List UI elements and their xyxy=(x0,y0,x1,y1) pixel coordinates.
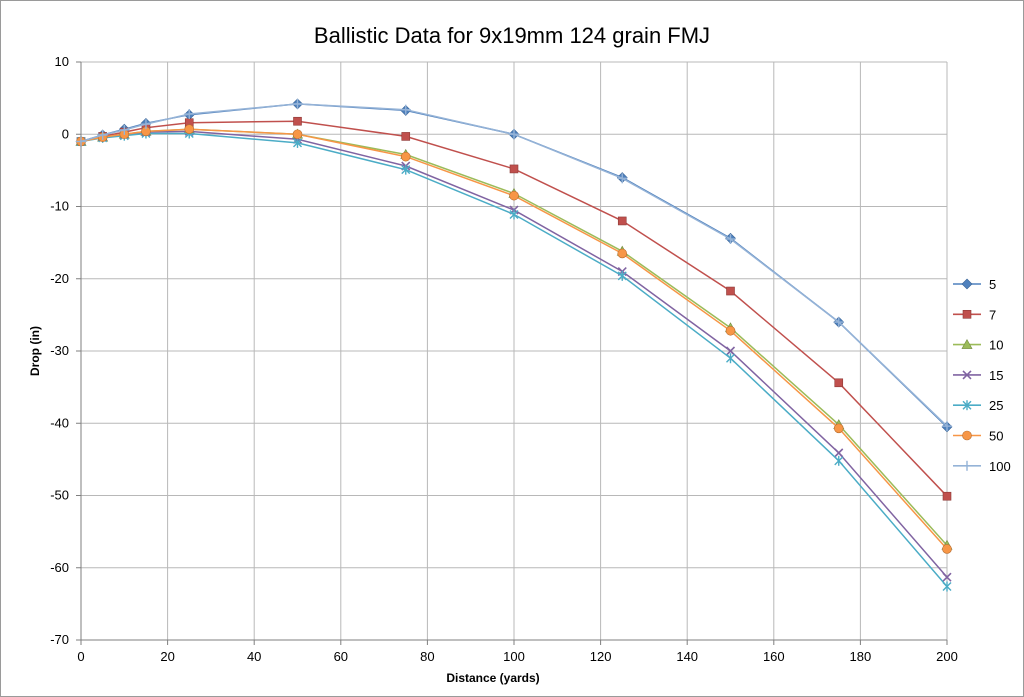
x-axis-label: Distance (yards) xyxy=(446,671,539,685)
x-tick-label: 100 xyxy=(503,649,525,664)
x-tick-label: 140 xyxy=(676,649,698,664)
x-tick-label: 180 xyxy=(850,649,872,664)
legend-item-10: 10 xyxy=(953,338,1003,353)
x-tick-label: 0 xyxy=(77,649,84,664)
data-point-25 xyxy=(942,581,952,592)
data-point-50 xyxy=(400,151,411,162)
data-point-15 xyxy=(942,572,952,582)
data-point-7 xyxy=(834,378,844,388)
data-point-50 xyxy=(509,190,519,201)
legend-label: 7 xyxy=(989,307,996,322)
tick-labels: 100-10-20-30-40-50-60-700 20 40 60 80 100 120 1… xyxy=(50,54,958,664)
data-point-100 xyxy=(833,317,844,328)
legend-label: 100 xyxy=(989,459,1011,474)
data-point-25 xyxy=(834,455,844,466)
data-point-100 xyxy=(97,129,108,140)
y-tick-label: -60 xyxy=(50,560,69,575)
data-point-100 xyxy=(617,173,628,184)
data-point-7 xyxy=(942,491,952,501)
data-point-50 xyxy=(617,248,628,259)
data-point-25 xyxy=(509,209,519,220)
x-tick-label: 200 xyxy=(936,649,958,664)
legend-marker-7 xyxy=(962,309,972,319)
data-point-15 xyxy=(725,346,736,356)
legend-marker-10 xyxy=(961,338,973,349)
data-point-25 xyxy=(617,270,627,281)
data-point-100 xyxy=(140,119,151,130)
x-tick-label: 60 xyxy=(334,649,348,664)
data-point-100 xyxy=(400,104,411,115)
data-point-100 xyxy=(725,234,736,245)
data-point-7 xyxy=(509,164,519,174)
data-point-25 xyxy=(401,164,411,175)
chart-title: Ballistic Data for 9x19mm 124 grain FMJ xyxy=(314,23,710,48)
series-line-100 xyxy=(80,103,948,427)
legend-label: 15 xyxy=(989,368,1003,383)
y-tick-label: -30 xyxy=(50,343,69,358)
legend-item-25: 25 xyxy=(953,398,1003,413)
y-axis-label: Drop (in) xyxy=(28,326,42,376)
legend-item-5: 5 xyxy=(953,277,996,292)
y-tick-label: -50 xyxy=(50,488,69,503)
data-point-25 xyxy=(726,353,735,364)
legend-marker-5 xyxy=(961,278,973,290)
data-point-25 xyxy=(293,137,302,148)
data-point-100 xyxy=(292,98,303,109)
x-tick-label: 120 xyxy=(590,649,612,664)
data-point-7 xyxy=(293,116,302,126)
data-point-50 xyxy=(184,124,195,134)
legend: 5 7 10 15 25 50 100 xyxy=(953,277,1011,474)
data-point-100 xyxy=(76,136,86,147)
y-tick-label: 0 xyxy=(62,126,69,141)
legend-item-7: 7 xyxy=(953,307,996,322)
data-point-50 xyxy=(833,423,844,434)
legend-marker-50 xyxy=(962,430,972,441)
y-tick-label: -20 xyxy=(50,271,69,286)
legend-item-100: 100 xyxy=(953,459,1011,474)
x-tick-label: 20 xyxy=(160,649,174,664)
grid-lines xyxy=(76,61,948,645)
data-point-50 xyxy=(942,544,952,554)
legend-marker-25 xyxy=(962,400,972,411)
data-point-50 xyxy=(725,325,736,336)
data-point-7 xyxy=(401,132,411,141)
legend-label: 50 xyxy=(989,429,1003,444)
y-tick-label: -10 xyxy=(50,199,69,214)
data-point-7 xyxy=(726,286,735,296)
data-point-100 xyxy=(119,124,130,135)
data-point-7 xyxy=(617,216,627,226)
legend-item-15: 15 xyxy=(953,368,1003,383)
x-tick-label: 80 xyxy=(420,649,434,664)
data-point-100 xyxy=(509,129,519,140)
legend-label: 10 xyxy=(989,338,1003,353)
legend-marker-100 xyxy=(962,460,972,471)
x-tick-label: 160 xyxy=(763,649,785,664)
y-tick-label: -70 xyxy=(50,632,69,647)
series-100 xyxy=(76,98,952,432)
x-tick-label: 40 xyxy=(247,649,261,664)
y-tick-label: -40 xyxy=(50,415,69,430)
legend-item-50: 50 xyxy=(953,429,1003,444)
data-series xyxy=(75,98,953,592)
legend-label: 5 xyxy=(989,277,996,292)
data-point-15 xyxy=(834,448,844,458)
data-point-100 xyxy=(942,421,952,432)
data-point-50 xyxy=(292,129,303,140)
y-tick-label: 10 xyxy=(55,54,69,69)
legend-marker-15 xyxy=(962,370,972,380)
data-point-100 xyxy=(184,109,195,120)
legend-label: 25 xyxy=(989,398,1003,413)
